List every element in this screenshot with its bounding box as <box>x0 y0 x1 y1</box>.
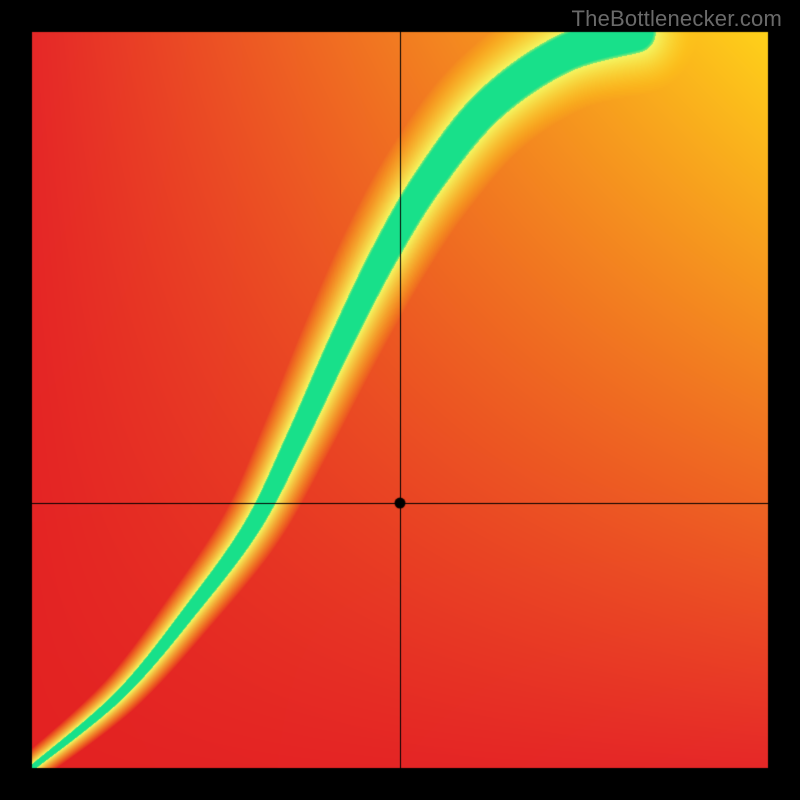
chart-container: TheBottlenecker.com <box>0 0 800 800</box>
heatmap-canvas <box>0 0 800 800</box>
watermark-text: TheBottlenecker.com <box>572 6 782 32</box>
